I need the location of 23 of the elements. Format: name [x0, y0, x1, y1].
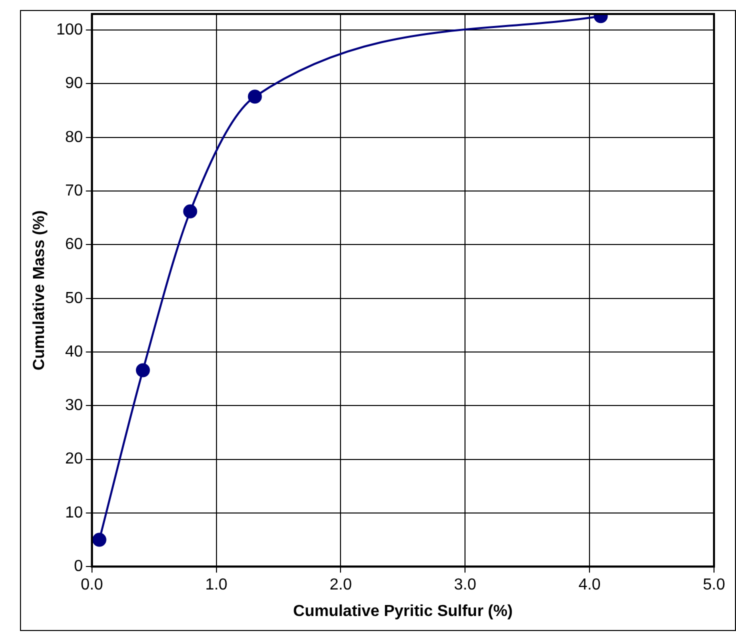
y-tick-label: 100: [56, 22, 83, 38]
y-tick-label: 30: [65, 397, 83, 414]
y-tick-label: 90: [65, 75, 83, 92]
x-tick-label: 0.0: [80, 576, 104, 594]
y-tick-label: 70: [65, 182, 83, 200]
x-axis-title: Cumulative Pyritic Sulfur (%): [293, 602, 513, 620]
x-tick-label: 4.0: [578, 576, 601, 594]
x-tick-label: 2.0: [330, 576, 352, 594]
y-tick-label: 40: [65, 343, 83, 360]
x-tick-label: 5.0: [702, 576, 726, 594]
y-tick-label: 50: [65, 290, 83, 307]
x-tick-label: 3.0: [454, 576, 476, 594]
point: [136, 363, 150, 378]
y-tick-label: 60: [65, 236, 83, 254]
point: [92, 532, 106, 547]
y-tick-label: 20: [65, 450, 83, 468]
point: [183, 204, 198, 218]
point: [248, 90, 262, 104]
y-axis-title: Cumulative Mass (%): [31, 210, 48, 370]
y-tick-label: 0: [74, 558, 83, 576]
x-tick-label: 1.0: [205, 576, 228, 594]
y-tick-label: 10: [65, 504, 83, 522]
y-tick-label: 80: [65, 128, 83, 146]
